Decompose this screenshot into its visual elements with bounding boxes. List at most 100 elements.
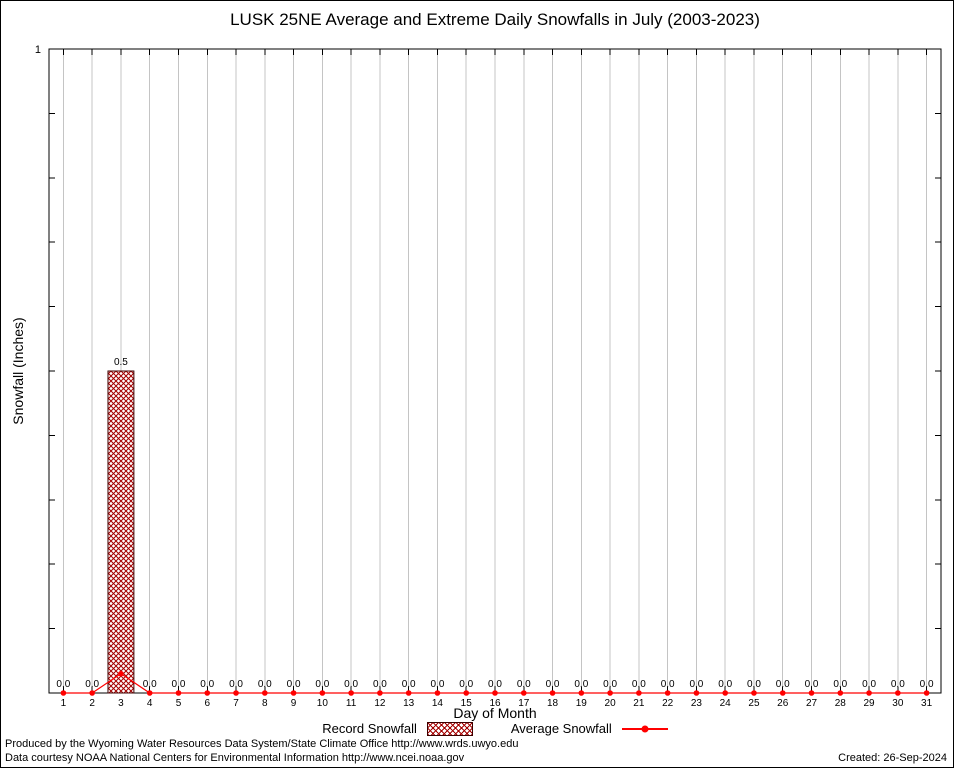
value-label: 0.0	[143, 679, 157, 690]
x-tick-label: 11	[346, 698, 357, 709]
average-point	[118, 670, 124, 677]
average-point	[204, 690, 211, 696]
value-label: 0.0	[574, 679, 588, 690]
value-label: 0.0	[459, 679, 473, 690]
average-point	[290, 690, 297, 696]
average-point	[866, 690, 872, 696]
value-label: 0.0	[258, 679, 272, 690]
value-label: 0.0	[373, 679, 387, 690]
average-point	[175, 690, 182, 696]
x-tick-label: 10	[317, 698, 329, 709]
average-point	[348, 690, 354, 696]
chart-title: LUSK 25NE Average and Extreme Daily Snow…	[230, 10, 760, 29]
average-point	[89, 690, 95, 696]
x-tick-label: 1	[61, 698, 67, 709]
average-point	[779, 690, 786, 696]
average-point	[578, 690, 585, 696]
x-tick-label: 12	[374, 698, 386, 709]
x-tick-label: 14	[432, 698, 444, 709]
value-label: 0.0	[430, 679, 444, 690]
value-label: 0.0	[517, 679, 531, 690]
average-point	[60, 690, 67, 696]
x-tick-label: 23	[691, 698, 703, 709]
x-axis-label: Day of Month	[453, 705, 537, 721]
average-point	[722, 690, 728, 696]
value-label: 0.0	[920, 679, 934, 690]
value-label: 0.0	[344, 679, 358, 690]
x-tick-label: 9	[291, 698, 297, 709]
value-label: 0.0	[229, 679, 243, 690]
footer-created-date: Created: 26-Sep-2024	[838, 752, 947, 764]
average-point	[923, 690, 930, 696]
x-tick-label: 26	[777, 698, 789, 709]
value-label: 0.0	[747, 679, 761, 690]
value-label: 0.0	[546, 679, 560, 690]
legend-label-average: Average Snowfall	[510, 721, 612, 736]
x-tick-label: 5	[176, 698, 182, 709]
value-label: 0.0	[776, 679, 790, 690]
average-point	[377, 690, 383, 696]
x-tick-label: 29	[864, 698, 876, 709]
value-label: 0.0	[862, 679, 876, 690]
value-label: 0.0	[833, 679, 847, 690]
x-tick-label: 6	[204, 698, 210, 709]
value-label: 0.0	[287, 679, 301, 690]
value-label: 0.0	[200, 679, 214, 690]
average-point	[463, 690, 470, 696]
x-tick-label: 4	[147, 698, 153, 709]
average-point	[434, 690, 441, 696]
average-point	[405, 690, 412, 696]
footer-data-courtesy: Data courtesy NOAA National Centers for …	[5, 752, 465, 764]
value-label: 0.0	[891, 679, 905, 690]
value-label: 0.0	[603, 679, 617, 690]
x-tick-label: 13	[403, 698, 415, 709]
x-tick-label: 2	[89, 698, 95, 709]
y-tick-label: 1	[35, 44, 41, 56]
value-label: 0.0	[718, 679, 732, 690]
x-tick-label: 30	[892, 698, 904, 709]
average-point	[808, 690, 815, 696]
x-tick-label: 19	[576, 698, 588, 709]
value-label: 0.0	[56, 679, 70, 690]
average-point	[549, 690, 556, 696]
average-point	[693, 690, 700, 696]
average-point	[492, 690, 498, 696]
value-label: 0.0	[632, 679, 646, 690]
value-label: 0.0	[172, 679, 186, 690]
x-tick-label: 17	[518, 698, 530, 709]
x-tick-label: 15	[461, 698, 473, 709]
x-tick-label: 31	[921, 698, 933, 709]
value-label: 0.0	[661, 679, 675, 690]
average-point	[520, 690, 527, 696]
average-point	[146, 690, 153, 696]
legend-label-record: Record Snowfall	[322, 721, 417, 736]
value-label: 0.0	[85, 679, 99, 690]
value-label: 0.0	[402, 679, 416, 690]
x-tick-label: 22	[662, 698, 674, 709]
legend-item-average: Average Snowfall	[511, 721, 668, 736]
x-tick-label: 7	[233, 698, 239, 709]
average-point	[636, 690, 642, 696]
x-tick-label: 25	[748, 698, 760, 709]
x-tick-label: 18	[547, 698, 559, 709]
value-label: 0.0	[805, 679, 819, 690]
record-bar	[107, 370, 135, 694]
x-tick-label: 24	[720, 698, 732, 709]
average-point	[233, 690, 239, 696]
average-point	[664, 690, 671, 696]
average-snowfall-swatch-icon	[621, 725, 668, 732]
value-label: 0.0	[315, 679, 329, 690]
record-snowfall-swatch-icon	[426, 721, 473, 736]
x-tick-label: 21	[633, 698, 645, 709]
average-point	[837, 690, 844, 696]
x-tick-label: 3	[118, 698, 124, 709]
x-tick-label: 8	[262, 698, 268, 709]
average-point	[607, 690, 613, 696]
average-point	[751, 690, 757, 696]
x-tick-label: 16	[489, 698, 501, 709]
value-label: 0.0	[689, 679, 703, 690]
footer-produced-by: Produced by the Wyoming Water Resources …	[5, 738, 519, 750]
legend-item-record: Record Snowfall	[322, 721, 473, 736]
